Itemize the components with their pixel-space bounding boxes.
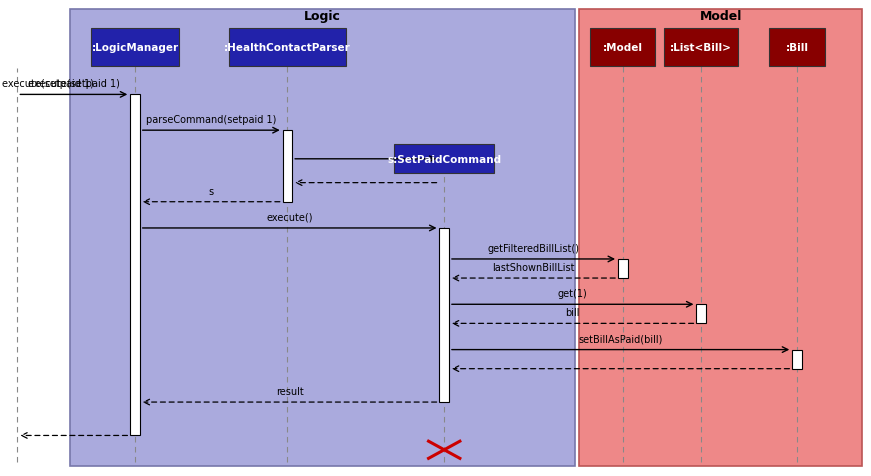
Bar <box>665 29 739 67</box>
Text: execute(setpaid 1): execute(setpaid 1) <box>28 79 119 89</box>
Bar <box>697 305 706 324</box>
Text: s:SetPaidCommand: s:SetPaidCommand <box>387 155 502 164</box>
Text: get(1): get(1) <box>557 288 588 298</box>
Bar <box>618 259 627 278</box>
Text: parseCommand(setpaid 1): parseCommand(setpaid 1) <box>146 115 276 125</box>
Text: :Bill: :Bill <box>786 43 808 52</box>
Text: Logic: Logic <box>304 10 341 23</box>
Text: s: s <box>209 186 213 196</box>
Text: :Model: :Model <box>603 43 643 52</box>
Text: execute(): execute() <box>267 212 313 222</box>
Bar <box>70 10 575 466</box>
Text: execute(setpaid 1): execute(setpaid 1) <box>2 79 93 89</box>
Text: :LogicManager: :LogicManager <box>91 43 179 52</box>
Text: getFilteredBillList(): getFilteredBillList() <box>488 243 579 253</box>
Bar <box>793 350 802 369</box>
Text: :HealthContactParser: :HealthContactParser <box>224 43 351 52</box>
Text: setBillAsPaid(bill): setBillAsPaid(bill) <box>578 334 663 344</box>
Bar <box>579 10 862 466</box>
Bar <box>91 29 179 67</box>
Text: result: result <box>276 386 303 396</box>
Text: lastShownBillList: lastShownBillList <box>492 262 575 272</box>
Bar <box>440 228 449 402</box>
Bar <box>282 131 293 202</box>
Text: :List<Bill>: :List<Bill> <box>670 43 733 52</box>
Text: bill: bill <box>565 307 580 317</box>
Bar <box>228 29 347 67</box>
Bar <box>769 29 826 67</box>
Text: Model: Model <box>699 10 742 23</box>
Bar <box>131 95 139 436</box>
Bar <box>394 145 495 174</box>
Bar <box>591 29 655 67</box>
